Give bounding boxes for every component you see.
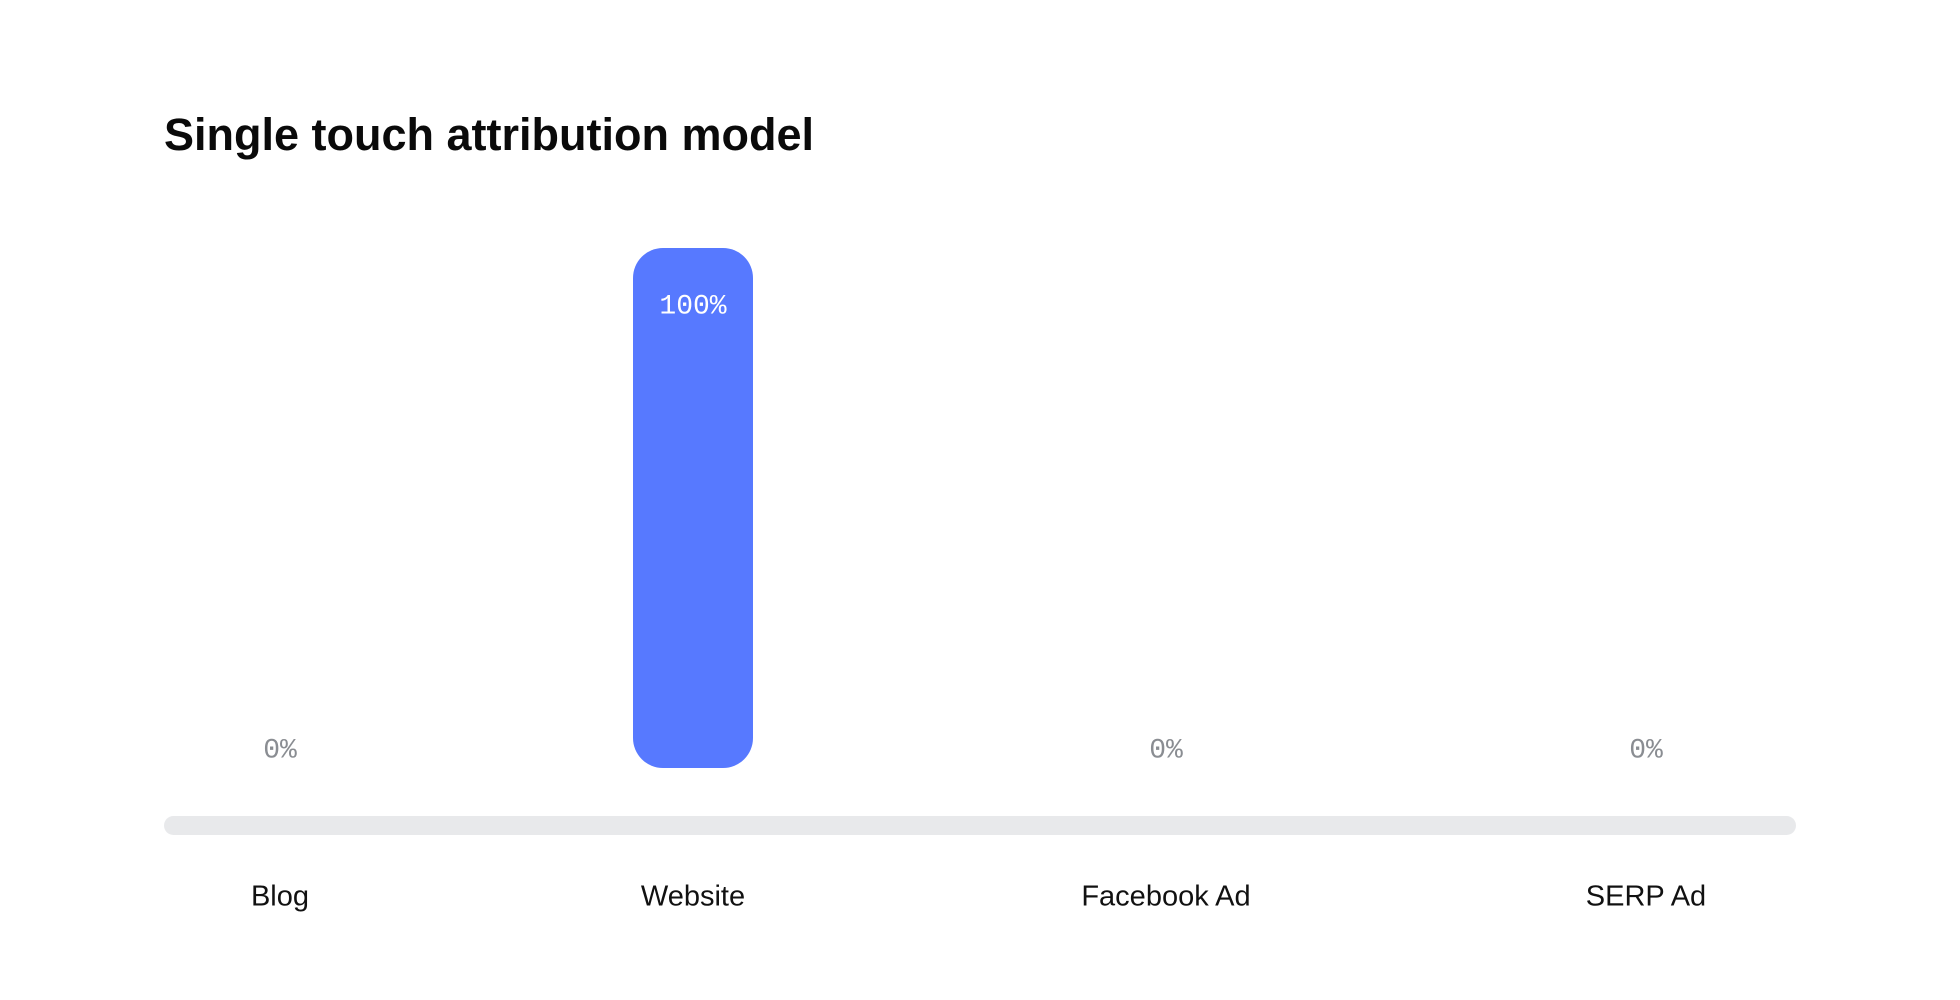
x-tick-label: SERP Ad: [1586, 881, 1706, 913]
chart-title: Single touch attribution model: [164, 109, 814, 160]
value-label: 0%: [1629, 735, 1663, 766]
value-label: 0%: [263, 735, 297, 766]
x-tick-label: Website: [641, 881, 745, 913]
x-tick-label: Blog: [251, 881, 309, 913]
value-label: 0%: [1149, 735, 1183, 766]
bar: [633, 248, 753, 768]
x-tick-label: Facebook Ad: [1081, 881, 1250, 913]
value-label: 100%: [659, 291, 726, 322]
baseline-track: [164, 816, 1796, 835]
